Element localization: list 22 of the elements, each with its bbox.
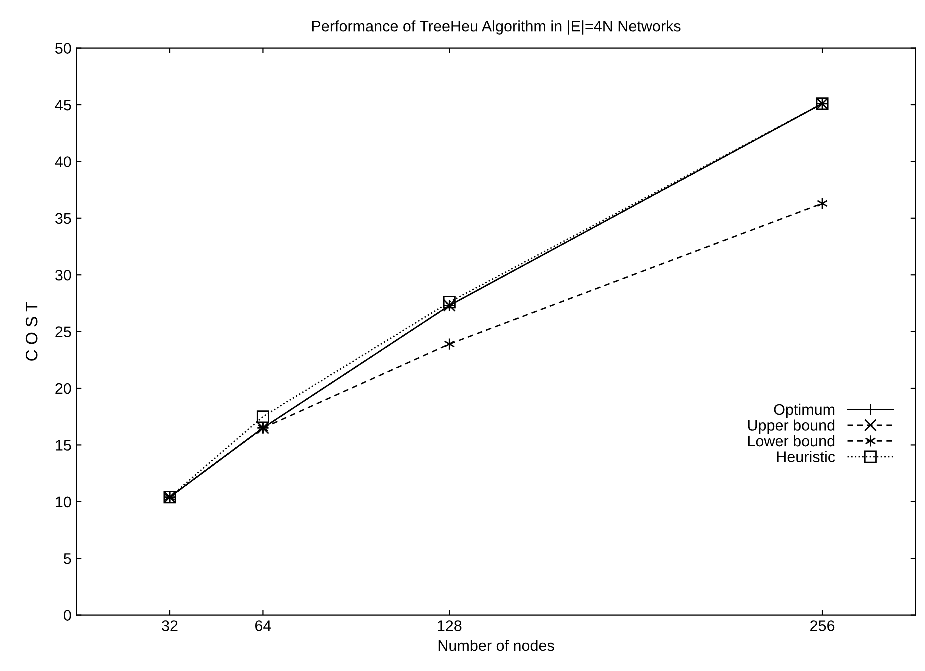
- y-axis-title: C O S T: [26, 302, 38, 361]
- y-tick-label: 35: [56, 213, 72, 224]
- x-tick-label: 64: [255, 620, 272, 632]
- y-tick-label: 45: [55, 100, 72, 111]
- y-tick-label: 20: [56, 383, 72, 394]
- x-tick-label: 32: [162, 620, 178, 632]
- legend-label: Upper bound: [748, 420, 835, 434]
- y-tick-label: 40: [55, 156, 72, 168]
- x-tick-label: 128: [438, 620, 462, 632]
- y-tick-label: 50: [56, 43, 72, 54]
- x-axis-title: Number of nodes: [438, 640, 554, 652]
- y-tick-label: 0: [64, 610, 72, 621]
- chart-title: Performance of TreeHeu Algorithm in |E|=4N Networks: [312, 20, 681, 35]
- legend-label: Optimum: [774, 404, 835, 418]
- y-tick-label: 25: [56, 326, 72, 338]
- legend-label: Lower bound: [748, 435, 835, 447]
- legend-label: Heuristic: [777, 451, 836, 462]
- y-tick-label: 5: [64, 554, 72, 564]
- y-tick-label: 10: [56, 496, 72, 508]
- y-tick-label: 30: [56, 270, 72, 281]
- x-tick-label: 256: [810, 620, 835, 632]
- y-tick-label: 15: [56, 440, 72, 451]
